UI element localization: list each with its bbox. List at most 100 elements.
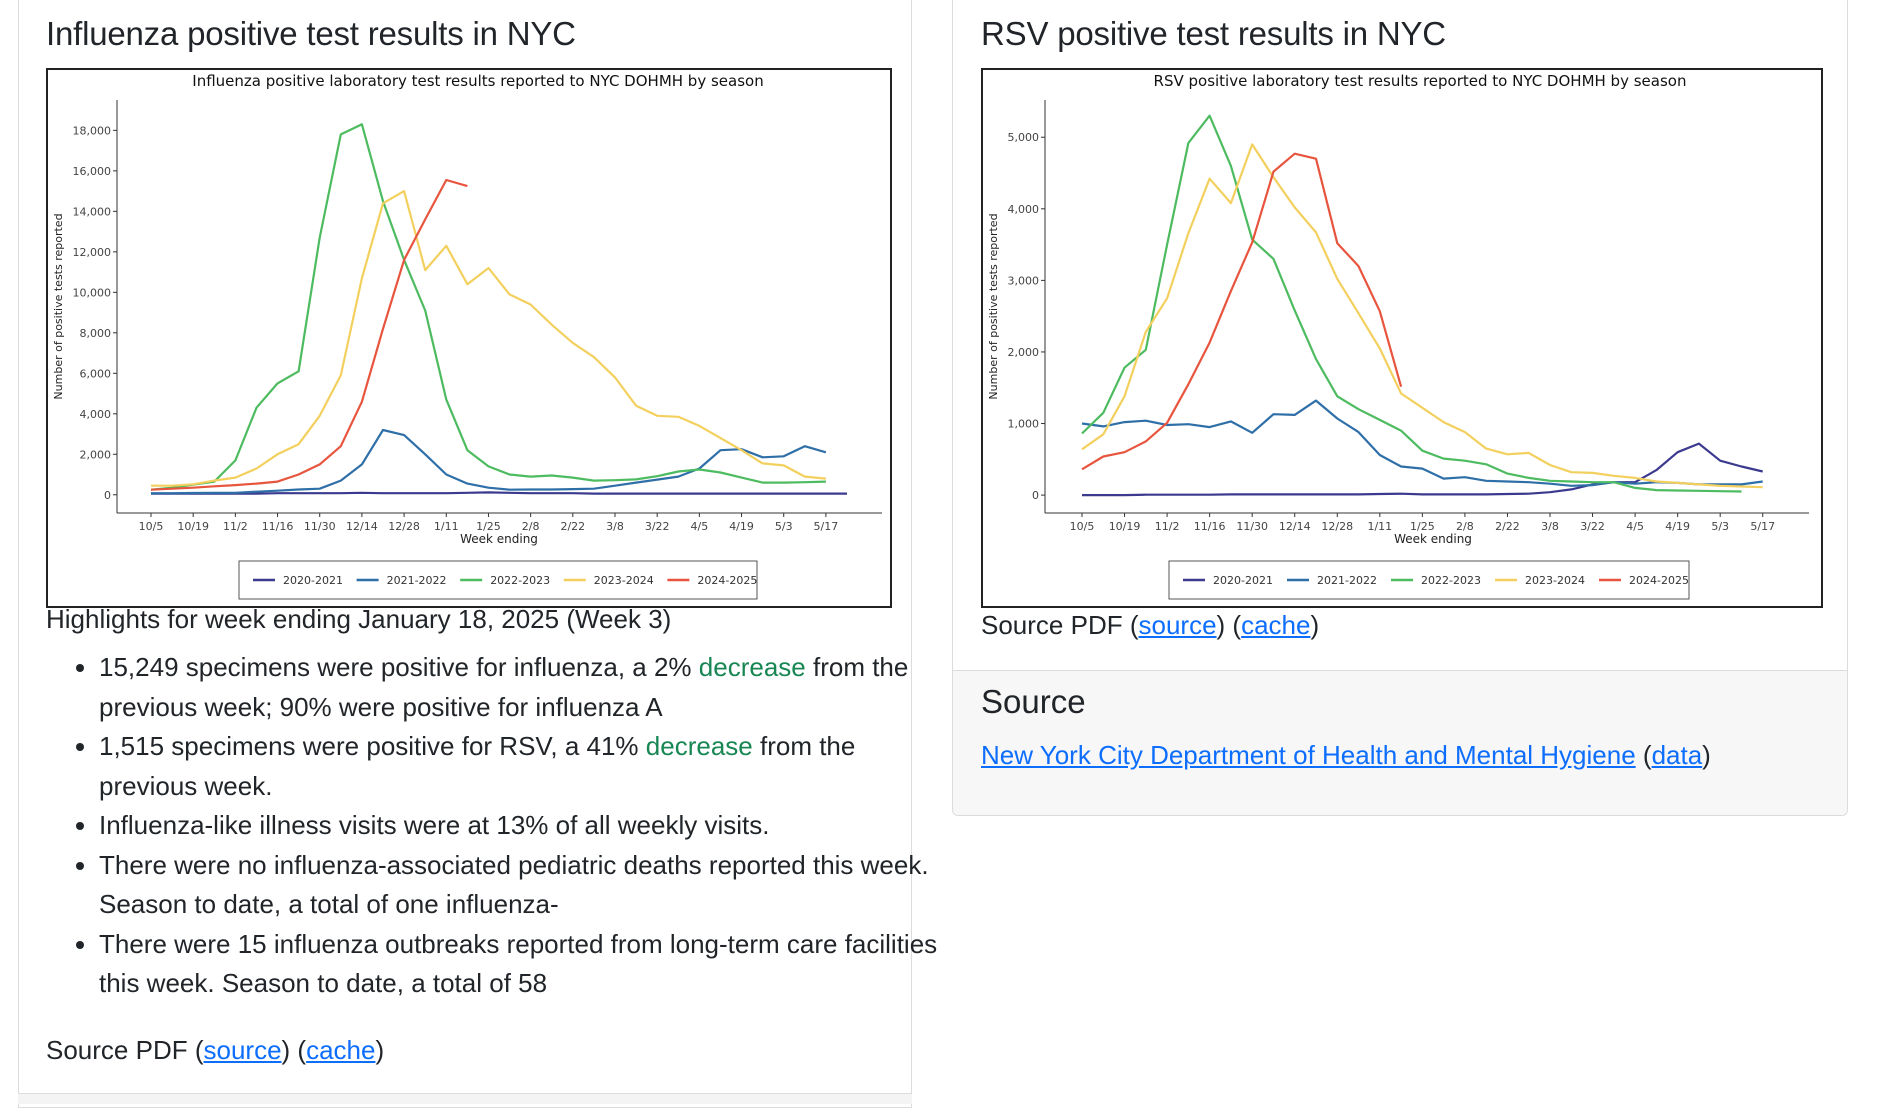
rsv-chart-x-tick-label: 11/16 — [1194, 520, 1226, 533]
highlight-item: 1,515 specimens were positive for RSV, a… — [99, 727, 959, 806]
rsv-chart-x-tick-label: 5/17 — [1750, 520, 1775, 533]
influenza-chart-legend-label: 2022-2023 — [490, 574, 550, 587]
source-heading: Source — [981, 683, 1086, 720]
influenza-chart-x-tick-label: 1/25 — [476, 520, 501, 533]
rsv-card-footer — [953, 670, 1847, 815]
rsv-chart-x-tick-label: 1/11 — [1367, 520, 1392, 533]
rsv-source-link[interactable]: source — [1138, 610, 1217, 640]
rsv-source-line: Source PDF (source) (cache) — [981, 610, 1320, 640]
influenza-chart-series-2022-2023 — [150, 123, 826, 491]
influenza-chart-x-tick-label: 3/22 — [645, 520, 670, 533]
influenza-chart-y-tick-label: 18,000 — [73, 124, 112, 137]
rsv-chart-title: RSV positive laboratory test results rep… — [1154, 72, 1687, 90]
influenza-chart-y-tick-label: 0 — [104, 489, 111, 502]
influenza-chart-y-axis-label: Number of positive tests reported — [52, 213, 65, 399]
influenza-chart-x-tick-label: 5/3 — [775, 520, 793, 533]
influenza-chart-x-tick-label: 11/16 — [262, 520, 294, 533]
rsv-chart-series-2020-2021 — [1082, 442, 1763, 497]
rsv-chart-x-tick-label: 2/8 — [1456, 520, 1474, 533]
influenza-chart-x-tick-label: 3/8 — [606, 520, 624, 533]
influenza-chart-legend-label: 2023-2024 — [594, 574, 654, 587]
rsv-chart-x-tick-label: 11/2 — [1155, 520, 1180, 533]
rsv-chart-x-tick-label: 1/25 — [1410, 520, 1435, 533]
influenza-chart-x-tick-label: 2/22 — [560, 520, 585, 533]
influenza-chart-x-tick-label: 10/5 — [139, 520, 164, 533]
source-attribution: New York City Department of Health and M… — [981, 740, 1711, 770]
rsv-chart-legend-label: 2023-2024 — [1525, 574, 1585, 587]
rsv-chart-series-2023-2024 — [1081, 143, 1763, 489]
rsv-chart-svg: RSV positive laboratory test results rep… — [987, 72, 1809, 600]
decrease-highlight: decrease — [645, 731, 753, 761]
highlight-item: 15,249 specimens were positive for influ… — [99, 648, 959, 727]
influenza-chart-series-2021-2022 — [151, 428, 827, 495]
influenza-chart-x-tick-label: 10/19 — [177, 520, 209, 533]
rsv-chart-y-axis-label: Number of positive tests reported — [987, 213, 1000, 399]
rsv-chart-x-tick-label: 3/8 — [1541, 520, 1559, 533]
highlight-item: Influenza-like illness visits were at 13… — [99, 806, 959, 846]
influenza-chart-svg: Influenza positive laboratory test resul… — [52, 72, 882, 600]
rsv-chart-y-tick-label: 1,000 — [1008, 418, 1040, 431]
influenza-chart-y-tick-label: 16,000 — [73, 165, 112, 178]
influenza-chart-y-tick-label: 10,000 — [73, 286, 112, 299]
influenza-chart-x-tick-label: 4/19 — [729, 520, 754, 533]
influenza-chart-y-tick-label: 12,000 — [73, 246, 112, 259]
influenza-chart-x-tick-label: 4/5 — [691, 520, 709, 533]
rsv-cache-link[interactable]: cache — [1241, 610, 1311, 640]
decrease-highlight: decrease — [698, 652, 806, 682]
influenza-chart-x-tick-label: 2/8 — [522, 520, 540, 533]
rsv-chart-series-2021-2022 — [1081, 399, 1763, 487]
influenza-chart-x-tick-label: 11/30 — [304, 520, 336, 533]
rsv-chart-x-tick-label: 4/5 — [1626, 520, 1644, 533]
nyc-dohmh-link[interactable]: New York City Department of Health and M… — [981, 740, 1636, 770]
influenza-chart-legend-label: 2024-2025 — [697, 574, 757, 587]
influenza-chart-y-tick-label: 4,000 — [80, 408, 112, 421]
rsv-chart-y-tick-label: 3,000 — [1008, 274, 1040, 287]
rsv-chart-x-axis-label: Week ending — [1394, 532, 1472, 546]
rsv-heading: RSV positive test results in NYC — [981, 15, 1446, 52]
rsv-chart-series-2024-2025 — [1081, 152, 1403, 471]
rsv-chart-y-tick-label: 5,000 — [1008, 131, 1040, 144]
rsv-chart-x-tick-label: 4/19 — [1665, 520, 1690, 533]
influenza-chart-x-tick-label: 1/11 — [434, 520, 459, 533]
influenza-chart-legend-label: 2021-2022 — [387, 574, 447, 587]
rsv-chart-legend-label: 2022-2023 — [1421, 574, 1481, 587]
rsv-chart-x-tick-label: 2/22 — [1495, 520, 1520, 533]
rsv-chart-x-tick-label: 5/3 — [1711, 520, 1729, 533]
rsv-chart-legend-label: 2024-2025 — [1629, 574, 1689, 587]
influenza-chart-x-tick-label: 12/28 — [388, 520, 420, 533]
influenza-chart-legend-label: 2020-2021 — [283, 574, 343, 587]
rsv-chart-x-tick-label: 10/5 — [1070, 520, 1095, 533]
rsv-chart-x-tick-label: 3/22 — [1580, 520, 1605, 533]
highlights-title: Highlights for week ending January 18, 2… — [46, 604, 672, 634]
influenza-chart-series-2024-2025 — [150, 178, 468, 491]
influenza-chart-x-tick-label: 12/14 — [346, 520, 378, 533]
rsv-chart-legend-label: 2020-2021 — [1213, 574, 1273, 587]
highlights-list: 15,249 specimens were positive for influ… — [46, 648, 959, 1004]
influenza-chart-y-tick-label: 14,000 — [73, 205, 112, 218]
highlight-item: There were no influenza-associated pedia… — [99, 846, 959, 925]
data-link[interactable]: data — [1651, 740, 1703, 770]
influenza-chart-series-2023-2024 — [151, 189, 827, 487]
influenza-chart-x-tick-label: 5/17 — [814, 520, 839, 533]
influenza-cache-link[interactable]: cache — [306, 1035, 376, 1065]
influenza-chart-y-tick-label: 2,000 — [80, 448, 112, 461]
rsv-chart-series-2022-2023 — [1081, 114, 1742, 493]
rsv-chart-y-tick-label: 0 — [1032, 489, 1039, 502]
influenza-source-line: Source PDF (source) (cache) — [46, 1035, 385, 1065]
rsv-chart-x-tick-label: 10/19 — [1109, 520, 1141, 533]
rsv-chart-legend-label: 2021-2022 — [1317, 574, 1377, 587]
rsv-chart-x-tick-label: 11/30 — [1236, 520, 1268, 533]
influenza-chart-y-tick-label: 6,000 — [80, 367, 112, 380]
rsv-chart-x-tick-label: 12/14 — [1279, 520, 1311, 533]
influenza-chart-title: Influenza positive laboratory test resul… — [192, 72, 763, 90]
influenza-chart: Influenza positive laboratory test resul… — [46, 68, 892, 608]
influenza-chart-x-axis-label: Week ending — [460, 532, 538, 546]
rsv-chart: RSV positive laboratory test results rep… — [981, 68, 1823, 608]
rsv-chart-x-tick-label: 12/28 — [1321, 520, 1353, 533]
influenza-chart-y-tick-label: 8,000 — [80, 327, 112, 340]
rsv-chart-y-tick-label: 2,000 — [1008, 346, 1040, 359]
influenza-source-link[interactable]: source — [203, 1035, 282, 1065]
influenza-card-footer — [18, 1093, 912, 1104]
influenza-chart-x-tick-label: 11/2 — [223, 520, 248, 533]
highlight-item: There were 15 influenza outbreaks report… — [99, 925, 959, 1004]
